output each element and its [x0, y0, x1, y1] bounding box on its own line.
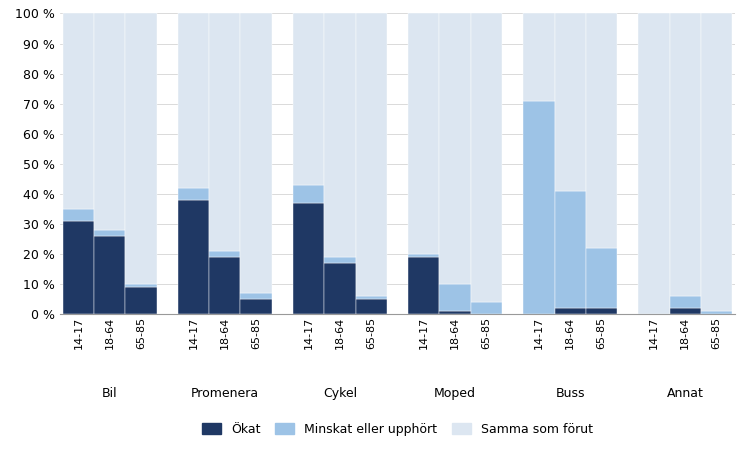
Bar: [554, 13, 586, 191]
Bar: [586, 308, 616, 314]
Text: Promenera: Promenera: [190, 387, 259, 400]
Text: Moped: Moped: [434, 387, 476, 400]
Bar: [408, 254, 440, 257]
Legend: Ökat, Minskat eller upphört, Samma som förut: Ökat, Minskat eller upphört, Samma som f…: [196, 417, 599, 442]
Bar: [700, 311, 732, 314]
Bar: [209, 13, 241, 251]
Bar: [524, 101, 554, 314]
Bar: [209, 251, 241, 257]
Bar: [94, 230, 125, 236]
Bar: [670, 13, 700, 296]
Bar: [554, 191, 586, 308]
Bar: [524, 13, 554, 101]
Bar: [293, 13, 325, 185]
Text: Annat: Annat: [667, 387, 704, 400]
Bar: [470, 13, 502, 302]
Bar: [670, 296, 700, 308]
Bar: [209, 257, 241, 314]
Bar: [325, 257, 356, 263]
Bar: [408, 13, 440, 254]
Bar: [94, 13, 125, 230]
Bar: [470, 302, 502, 314]
Bar: [356, 13, 387, 296]
Bar: [408, 257, 440, 314]
Bar: [178, 13, 209, 188]
Bar: [440, 284, 470, 311]
Text: Cykel: Cykel: [323, 387, 357, 400]
Bar: [125, 13, 157, 284]
Bar: [554, 308, 586, 314]
Bar: [670, 308, 700, 314]
Bar: [125, 287, 157, 314]
Bar: [638, 13, 670, 314]
Bar: [440, 311, 470, 314]
Bar: [293, 203, 325, 314]
Bar: [63, 13, 94, 209]
Bar: [325, 263, 356, 314]
Bar: [125, 284, 157, 287]
Bar: [700, 13, 732, 311]
Bar: [586, 13, 616, 248]
Bar: [241, 293, 272, 299]
Bar: [94, 236, 125, 314]
Text: Buss: Buss: [555, 387, 585, 400]
Bar: [356, 299, 387, 314]
Bar: [178, 188, 209, 200]
Bar: [325, 13, 356, 257]
Bar: [178, 200, 209, 314]
Bar: [241, 299, 272, 314]
Bar: [63, 221, 94, 314]
Bar: [440, 13, 470, 284]
Bar: [586, 248, 616, 308]
Bar: [356, 296, 387, 299]
Bar: [293, 185, 325, 203]
Text: Bil: Bil: [102, 387, 118, 400]
Bar: [241, 13, 272, 293]
Bar: [63, 209, 94, 221]
